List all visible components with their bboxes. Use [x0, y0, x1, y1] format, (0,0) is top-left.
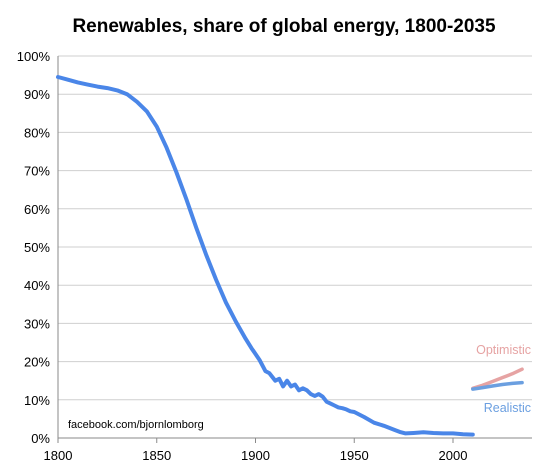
legend-label-optimistic: Optimistic [476, 343, 531, 357]
y-tick-label-30: 30% [24, 316, 50, 331]
x-tick-label-1950: 1950 [340, 448, 369, 463]
legend-label-realistic: Realistic [484, 401, 531, 415]
y-tick-label-10: 10% [24, 393, 50, 408]
chart-title: Renewables, share of global energy, 1800… [72, 16, 496, 37]
gridlines [57, 55, 532, 443]
x-axis-tick-labels: 1800 1850 1900 1950 2000 [44, 448, 468, 463]
x-tick-label-1900: 1900 [241, 448, 270, 463]
series-line-renewables [56, 75, 475, 437]
x-tick-label-1850: 1850 [142, 448, 171, 463]
y-tick-label-20: 20% [24, 355, 50, 370]
y-tick-label-70: 70% [24, 164, 50, 179]
y-tick-label-50: 50% [24, 240, 50, 255]
y-tick-label-80: 80% [24, 125, 50, 140]
x-tick-label-1800: 1800 [44, 448, 73, 463]
series-line-optimistic [471, 367, 524, 391]
y-tick-label-60: 60% [24, 202, 50, 217]
y-tick-label-40: 40% [24, 278, 50, 293]
series-lines [56, 75, 524, 437]
series-line-realistic [471, 380, 524, 391]
y-tick-label-0: 0% [31, 431, 50, 446]
y-tick-label-90: 90% [24, 87, 50, 102]
y-axis-tick-labels: 0% 10% 20% 30% 40% 50% 60% 70% 80% 90% 100% [17, 49, 51, 446]
source-annotation: facebook.com/bjornlomborg [68, 419, 204, 431]
y-tick-label-100: 100% [17, 49, 51, 64]
x-tick-label-2000: 2000 [439, 448, 468, 463]
